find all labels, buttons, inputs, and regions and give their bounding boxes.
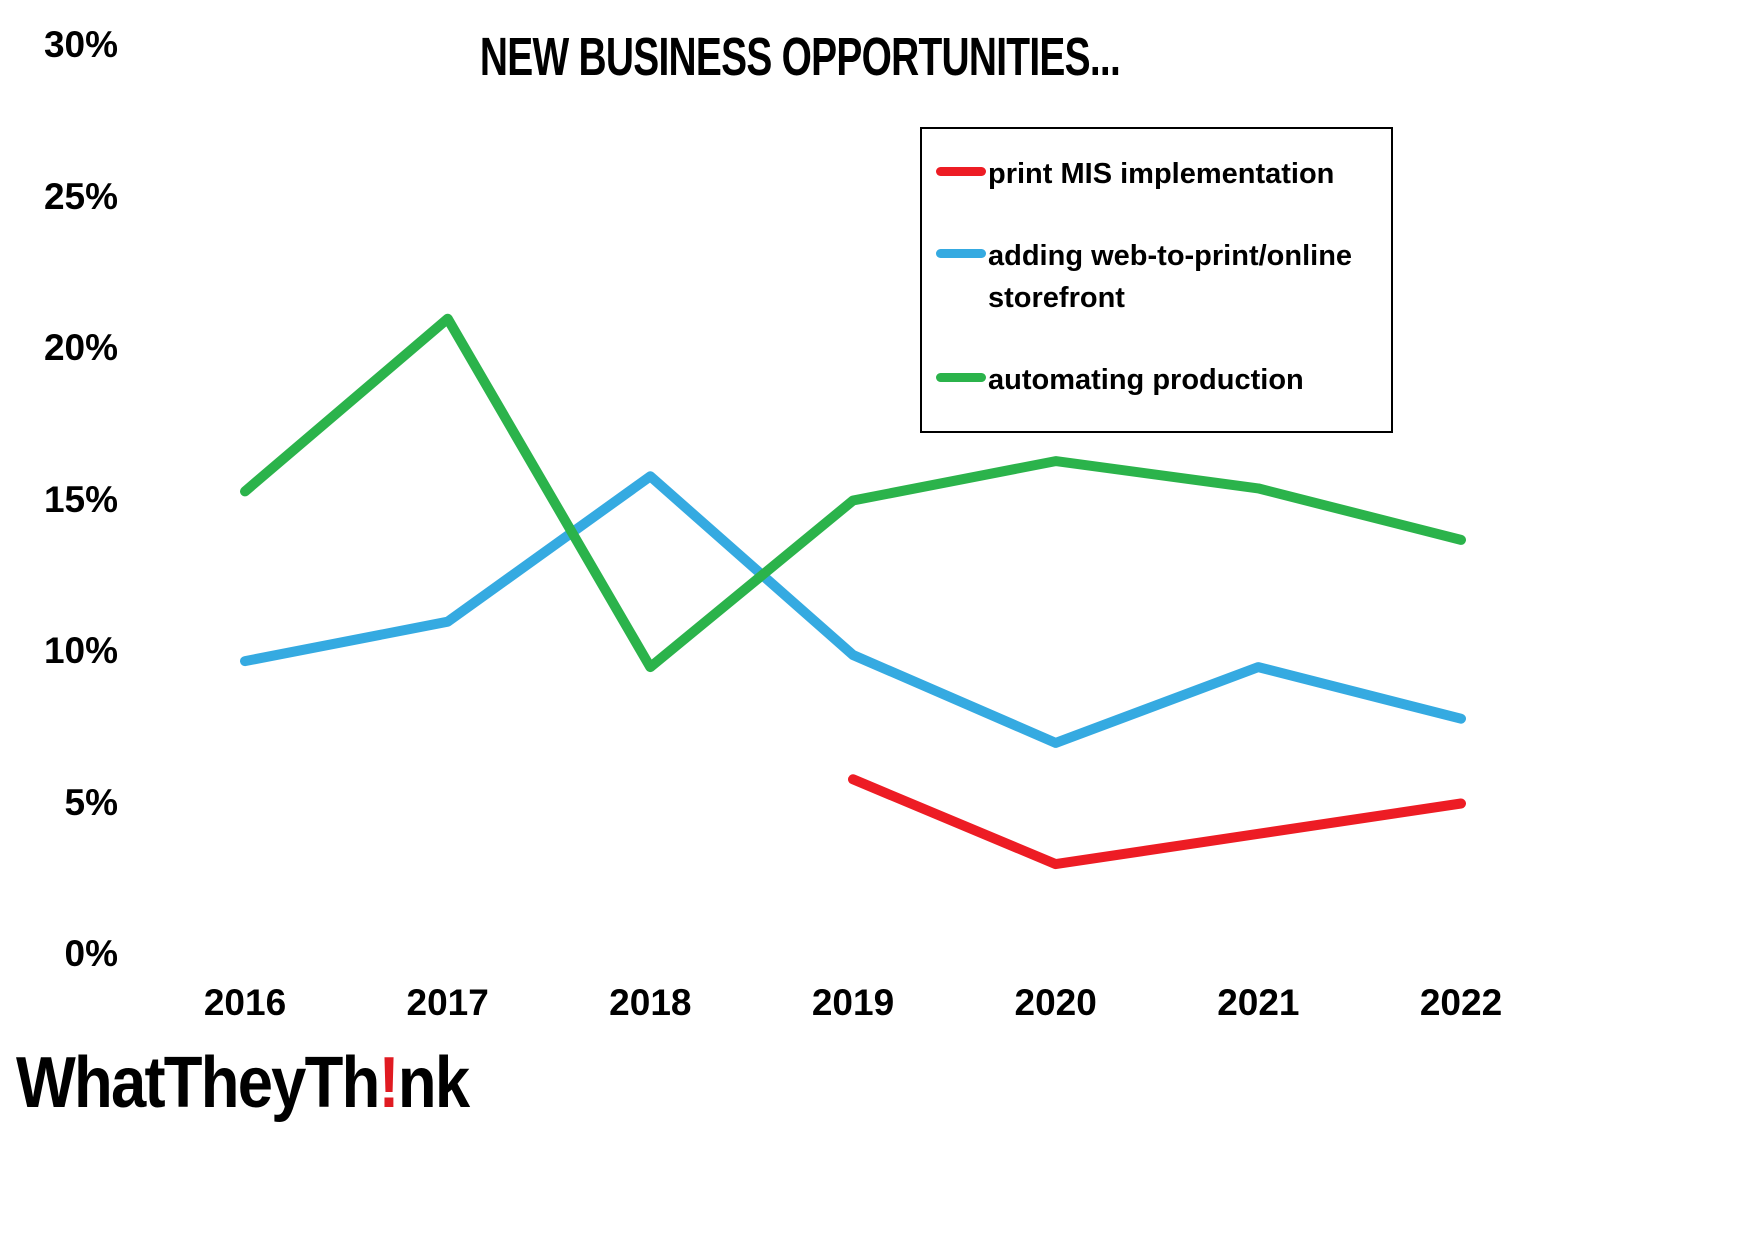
y-tick-label: 15% — [43, 478, 118, 520]
legend-swatch-blue — [936, 248, 986, 258]
logo-exclamation: ! — [378, 1043, 400, 1123]
legend-label: adding web-to-print/online storefront — [988, 239, 1353, 314]
x-tick-label: 2021 — [1217, 982, 1300, 1023]
x-tick-label: 2019 — [811, 982, 895, 1023]
y-tick-label: 20% — [43, 327, 118, 368]
chart-title: NEW BUSINESS OPPORTUNITIES... — [479, 27, 1121, 87]
y-tick-label: 0% — [64, 933, 118, 974]
legend-swatch-red — [936, 167, 986, 176]
x-tick-label: 2020 — [1014, 982, 1097, 1023]
y-tick-label: 5% — [64, 781, 118, 823]
x-tick-label: 2017 — [406, 982, 489, 1023]
logo: WhatTheyTh!nk — [16, 1042, 470, 1124]
legend-swatch-green — [936, 372, 986, 382]
x-tick-label: 2018 — [609, 982, 692, 1023]
series-line-adding-web-to-print-online-storefront — [240, 471, 1466, 748]
legend: print MIS implementation adding web-to-p… — [920, 127, 1393, 433]
y-tick-label: 25% — [43, 175, 118, 217]
x-tick-label: 2022 — [1419, 982, 1503, 1023]
logo-text-prefix: WhatTheyTh — [16, 1043, 380, 1123]
legend-label: print MIS implementation — [988, 158, 1335, 190]
y-tick-label: 30% — [43, 24, 118, 65]
legend-item: adding web-to-print/online storefront — [936, 235, 1379, 319]
legend-item: automating production — [936, 359, 1379, 401]
series-line-print-mis-implementation — [848, 774, 1466, 870]
logo-text-suffix: nk — [397, 1043, 470, 1123]
legend-item: print MIS implementation — [936, 153, 1379, 195]
y-tick-label: 10% — [43, 630, 118, 671]
series-line-automating-production — [240, 313, 1466, 673]
x-tick-label: 2016 — [203, 982, 287, 1023]
legend-label: automating production — [988, 363, 1304, 396]
